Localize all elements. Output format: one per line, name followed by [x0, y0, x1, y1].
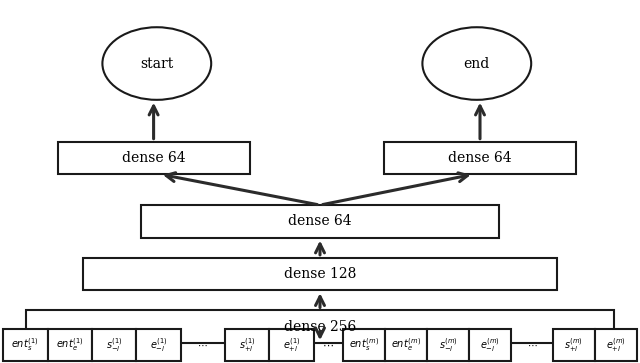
- FancyBboxPatch shape: [47, 329, 92, 361]
- Text: dense 64: dense 64: [288, 215, 352, 228]
- FancyBboxPatch shape: [469, 329, 511, 361]
- Text: start: start: [140, 57, 173, 70]
- Text: $ent_e^{(m)}$: $ent_e^{(m)}$: [391, 337, 421, 353]
- Text: $e_{+l}^{(m)}$: $e_{+l}^{(m)}$: [606, 336, 626, 354]
- Text: $e_{+l}^{(1)}$: $e_{+l}^{(1)}$: [283, 336, 300, 354]
- FancyBboxPatch shape: [385, 329, 427, 361]
- Text: $s_{+l}^{(1)}$: $s_{+l}^{(1)}$: [239, 336, 255, 354]
- Text: $e_{-l}^{(1)}$: $e_{-l}^{(1)}$: [150, 336, 167, 354]
- Text: $\cdots$: $\cdots$: [197, 340, 208, 349]
- FancyBboxPatch shape: [384, 142, 576, 174]
- FancyBboxPatch shape: [553, 329, 595, 361]
- FancyBboxPatch shape: [269, 329, 314, 361]
- Text: $\cdots$: $\cdots$: [527, 340, 537, 349]
- Text: $ent_e^{(1)}$: $ent_e^{(1)}$: [56, 337, 84, 353]
- Text: $s_{+l}^{(m)}$: $s_{+l}^{(m)}$: [564, 336, 583, 354]
- FancyBboxPatch shape: [343, 329, 385, 361]
- FancyBboxPatch shape: [225, 329, 269, 361]
- Ellipse shape: [422, 27, 531, 100]
- FancyBboxPatch shape: [136, 329, 180, 361]
- FancyBboxPatch shape: [92, 329, 136, 361]
- Text: dense 64: dense 64: [448, 151, 512, 165]
- Text: $ent_s^{(m)}$: $ent_s^{(m)}$: [349, 337, 379, 353]
- Text: dense 128: dense 128: [284, 267, 356, 281]
- Text: end: end: [463, 57, 490, 70]
- FancyBboxPatch shape: [427, 329, 469, 361]
- Text: $e_{-l}^{(m)}$: $e_{-l}^{(m)}$: [480, 336, 500, 354]
- FancyBboxPatch shape: [595, 329, 637, 361]
- Ellipse shape: [102, 27, 211, 100]
- Text: $ent_s^{(1)}$: $ent_s^{(1)}$: [12, 337, 39, 353]
- FancyBboxPatch shape: [141, 205, 499, 238]
- FancyBboxPatch shape: [26, 310, 614, 343]
- Text: $s_{-l}^{(m)}$: $s_{-l}^{(m)}$: [438, 336, 458, 354]
- Text: $s_{-l}^{(1)}$: $s_{-l}^{(1)}$: [106, 336, 122, 354]
- FancyBboxPatch shape: [58, 142, 250, 174]
- Text: dense 64: dense 64: [122, 151, 186, 165]
- Text: dense 256: dense 256: [284, 320, 356, 334]
- Text: $\cdots$: $\cdots$: [322, 340, 333, 350]
- FancyBboxPatch shape: [83, 258, 557, 290]
- FancyBboxPatch shape: [3, 329, 47, 361]
